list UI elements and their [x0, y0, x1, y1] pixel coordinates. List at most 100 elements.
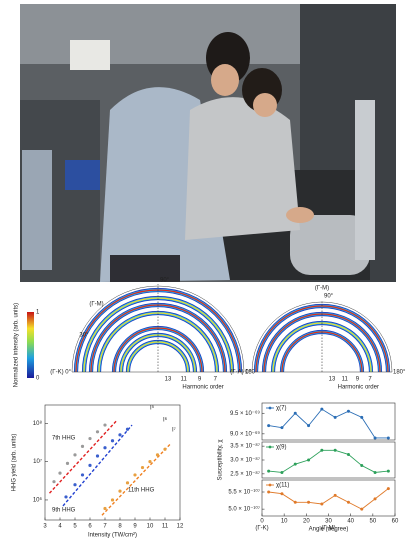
data-point — [118, 433, 122, 437]
x-note: (Γ-M) — [321, 526, 335, 532]
x-tick-label: 5 — [73, 524, 77, 530]
angle-label: (Γ-A) 0° — [230, 370, 251, 376]
x-tick-label: 7 — [103, 524, 107, 530]
legend-swatch — [268, 406, 272, 410]
line-point — [386, 436, 390, 440]
x-tick-label: 12 — [177, 524, 184, 530]
line-point — [280, 470, 284, 474]
data-point — [125, 481, 130, 485]
order-tick: 9 — [356, 377, 360, 383]
angle-label: 30° — [79, 333, 89, 339]
line-point — [267, 424, 271, 428]
data-point — [163, 447, 167, 451]
colorbar-tick: 1 — [36, 310, 40, 316]
annotation: 11th HHG — [128, 488, 155, 494]
line — [268, 449, 389, 473]
line-point — [320, 502, 324, 506]
line-point — [307, 424, 311, 428]
line-point — [267, 469, 271, 473]
annotation: I⁷ — [172, 427, 176, 434]
annotation: I⁶ — [163, 417, 168, 424]
order-tick: 7 — [214, 377, 218, 383]
x-tick-label: 0 — [260, 519, 264, 525]
legend-swatch — [268, 445, 272, 449]
data-point — [64, 495, 68, 499]
angle-label: 90° — [160, 278, 170, 284]
angle-label: 180° — [245, 370, 258, 376]
data-point — [65, 461, 70, 465]
lab-photo — [20, 4, 396, 282]
direction-label: (Γ-M) — [315, 286, 329, 292]
data-point — [133, 473, 137, 477]
data-point — [118, 489, 122, 493]
legend-label: χ(9) — [276, 445, 286, 451]
x-tick-label: 4 — [58, 524, 62, 530]
x-tick-label: 40 — [347, 519, 354, 525]
plot-frame — [44, 404, 181, 521]
fit-line — [101, 442, 172, 516]
y-tick-label: 9.5 × 10⁻⁶⁹ — [230, 410, 260, 417]
order-label: Harmonic order — [182, 385, 223, 391]
data-point — [103, 423, 107, 427]
panel-frame — [261, 402, 396, 441]
data-point — [148, 460, 152, 464]
y-tick-label: 9.0 × 10⁻⁶⁹ — [230, 430, 260, 437]
data-point — [103, 446, 107, 450]
data-point — [125, 427, 130, 431]
y-tick-label: 10⁶ — [33, 497, 43, 504]
data-point — [80, 473, 85, 477]
x-tick-label: 20 — [303, 519, 310, 525]
line-point — [307, 458, 311, 462]
line-point — [307, 500, 311, 504]
data-point — [155, 453, 160, 457]
x-tick-label: 10 — [147, 524, 154, 530]
ring — [83, 297, 233, 373]
ring — [113, 327, 203, 373]
charts: 3 4 5 6 7 8 9 10 11 12 10⁶ 10⁷ 10⁸ Intensity (TW/cm²)… — [12, 402, 399, 539]
angle-label: 90° — [324, 294, 334, 300]
line-point — [346, 500, 350, 504]
line-point — [320, 407, 324, 411]
line-point — [320, 448, 324, 452]
x-axis-label: Intensity (TW/cm²) — [88, 533, 137, 539]
y-tick-label: 5.0 × 10⁻¹⁰⁷ — [228, 506, 260, 513]
legend-label: χ(11) — [276, 483, 289, 489]
annotation: I⁵ — [150, 405, 155, 412]
colorbar-tick: 0 — [36, 376, 40, 382]
fit-line — [62, 424, 133, 507]
order-tick: 11 — [181, 377, 188, 383]
y-axis-label: Susceptibility, χ — [218, 439, 224, 481]
colorbar-label: Normalized intensity (arb. units) — [14, 303, 20, 387]
y-tick-label: 3.0 × 10⁻⁸⁷ — [230, 457, 260, 464]
line-point — [333, 415, 337, 419]
data-point — [52, 480, 56, 484]
data-point — [88, 436, 92, 441]
data-point — [95, 454, 100, 458]
line-point — [280, 426, 284, 430]
x-tick-label: 11 — [162, 524, 169, 530]
x-tick-label: 6 — [88, 524, 92, 530]
data-point — [103, 506, 107, 511]
fit-line — [48, 419, 118, 494]
x-tick-label: 3 — [43, 524, 47, 530]
line-point — [386, 469, 390, 473]
annotation: 9th HHG — [52, 508, 76, 514]
x-axis-label: Angle (degree) — [309, 527, 349, 533]
line-point — [293, 462, 297, 466]
ring — [255, 305, 389, 373]
line-point — [386, 487, 390, 491]
y-tick-label: 10⁷ — [33, 458, 42, 465]
data-point — [140, 465, 145, 470]
x-tick-label: 9 — [133, 524, 137, 530]
y-tick-label: 2.5 × 10⁻⁸⁷ — [230, 470, 260, 477]
order-label: Harmonic order — [338, 385, 379, 391]
line-point — [280, 492, 284, 496]
line-point — [346, 409, 350, 413]
x-tick-label: 60 — [392, 519, 399, 525]
line-point — [267, 490, 271, 494]
legend-swatch — [268, 483, 272, 487]
y-tick-label: 3.5 × 10⁻⁸⁷ — [230, 443, 260, 450]
data-point — [110, 498, 115, 502]
data-point — [73, 483, 77, 487]
